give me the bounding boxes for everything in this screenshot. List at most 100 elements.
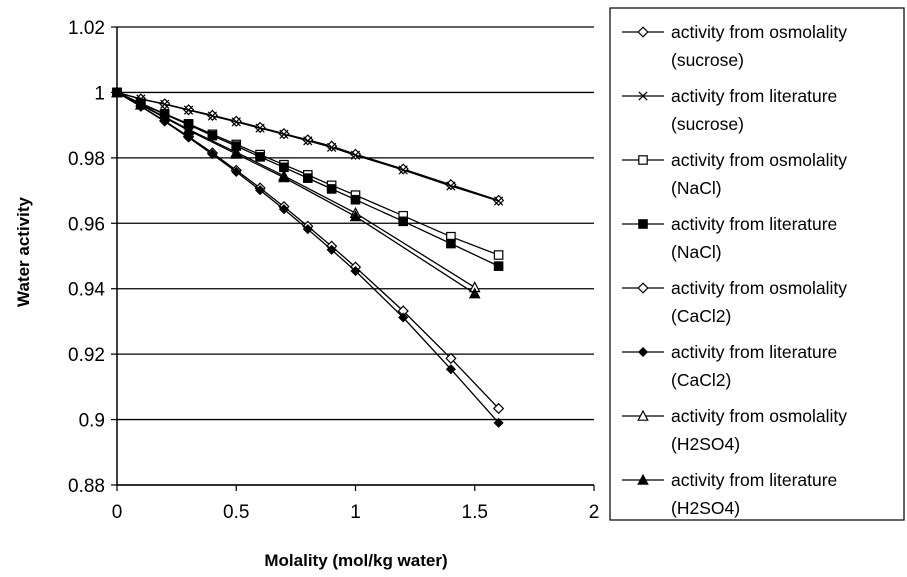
legend-marker	[638, 155, 648, 165]
y-tick-label: 1	[94, 83, 105, 104]
data-point	[350, 150, 361, 160]
data-point	[255, 152, 265, 162]
legend-item: activity from literature (CaCl2)	[622, 342, 837, 390]
legend-marker	[637, 26, 649, 38]
legend-label-line2: (H2SO4)	[671, 434, 740, 454]
x-tick-label: 2	[589, 502, 600, 523]
data-point	[255, 185, 266, 196]
y-tick-label: 0.96	[68, 214, 105, 235]
y-tick-label: 0.98	[68, 149, 105, 170]
gridlines	[117, 26, 594, 486]
legend-item: activity from osmolality (NaCl)	[622, 150, 847, 198]
data-point	[160, 99, 170, 109]
y-tick-label: 0.9	[79, 411, 105, 432]
data-point	[468, 287, 481, 299]
data-point	[231, 117, 241, 127]
legend: activity from osmolality(sucrose)activit…	[609, 7, 905, 521]
data-point	[182, 124, 195, 136]
legend-label-line2: (sucrose)	[671, 114, 744, 134]
data-point	[327, 142, 337, 153]
legend-label-line1: activity from osmolality	[671, 150, 847, 170]
data-point	[207, 149, 218, 160]
series-1	[112, 87, 504, 206]
data-point	[302, 224, 313, 235]
y-tick-label: 0.92	[68, 345, 105, 366]
data-point	[303, 173, 313, 183]
x-tick-label: 0	[112, 502, 123, 523]
data-point	[445, 352, 457, 365]
legend-label-line1: activity from literature	[671, 470, 837, 490]
x-tick-label: 0.5	[223, 502, 249, 523]
legend-label-line2: (NaCl)	[671, 242, 722, 262]
data-point	[493, 250, 504, 260]
legend-item: activity from osmolality (CaCl2)	[622, 278, 847, 326]
legend-item: activity from literature (sucrose)	[622, 86, 837, 134]
legend-marker	[637, 473, 649, 485]
legend-item: activity from literature (NaCl)	[622, 214, 837, 262]
data-point	[493, 196, 504, 206]
data-point	[231, 166, 242, 177]
data-point	[279, 129, 289, 139]
data-point	[445, 364, 456, 375]
legend-label-line2: (CaCl2)	[671, 370, 731, 390]
legend-item: activity from osmolality (sucrose)	[622, 22, 847, 70]
data-point	[398, 216, 408, 227]
data-point	[398, 165, 408, 175]
legend-marker	[637, 282, 649, 294]
data-point	[446, 238, 456, 249]
legend-frame	[609, 7, 905, 521]
data-point	[303, 136, 313, 146]
y-tick-label: 1.02	[68, 18, 105, 39]
data-point	[350, 194, 361, 205]
legend-item: activity from osmolality (H2SO4)	[622, 406, 847, 454]
data-point	[326, 244, 337, 255]
data-point	[183, 132, 194, 143]
data-point	[183, 105, 194, 115]
x-axis-title: Molality (mol/kg water)	[264, 551, 447, 570]
data-point	[207, 111, 218, 121]
data-point	[230, 147, 243, 159]
series-3	[112, 87, 504, 271]
data-point	[278, 171, 290, 183]
data-point	[326, 184, 337, 194]
data-point	[493, 261, 504, 271]
y-axis-title: Water activity	[14, 197, 33, 307]
data-point	[350, 266, 361, 277]
data-point	[255, 123, 265, 133]
legend-label-line1: activity from literature	[671, 86, 837, 106]
y-tick-label: 0.94	[68, 280, 105, 301]
series-line	[116, 91, 499, 202]
y-tick-label: 0.88	[68, 476, 105, 497]
legend-marker	[638, 219, 648, 229]
axes	[111, 26, 595, 491]
legend-label-line2: (H2SO4)	[671, 498, 740, 518]
series-line	[116, 91, 499, 202]
legend-label-line1: activity from osmolality	[671, 22, 847, 42]
legend-label-line1: activity from literature	[671, 214, 837, 234]
legend-label-line1: activity from osmolality	[671, 278, 847, 298]
data-point	[278, 204, 289, 215]
data-point	[135, 98, 147, 110]
legend-label-line2: (CaCl2)	[671, 306, 731, 326]
legend-marker	[637, 346, 649, 358]
series-line	[116, 91, 476, 295]
data-point	[493, 417, 504, 428]
legend-label-line2: (NaCl)	[671, 178, 722, 198]
legend-label-line1: activity from osmolality	[671, 406, 847, 426]
data-point	[446, 181, 456, 191]
data-point	[349, 210, 362, 222]
legend-label-line2: (sucrose)	[671, 50, 744, 70]
x-tick-label: 1	[350, 502, 361, 523]
series-line	[116, 91, 500, 424]
x-tick-labels: 0 0.5 1 1.5 2	[112, 502, 600, 523]
data-point	[398, 312, 409, 323]
series-group	[111, 86, 505, 428]
data-point	[207, 130, 218, 141]
legend-marker	[638, 91, 648, 101]
legend-item: activity from literature (H2SO4)	[622, 470, 837, 518]
data-point	[492, 402, 505, 415]
y-tick-labels: 0.88 0.9 0.92 0.94 0.96 0.98 1 1.02	[68, 18, 105, 497]
x-tick-label: 1.5	[462, 502, 488, 523]
legend-label-line1: activity from literature	[671, 342, 837, 362]
